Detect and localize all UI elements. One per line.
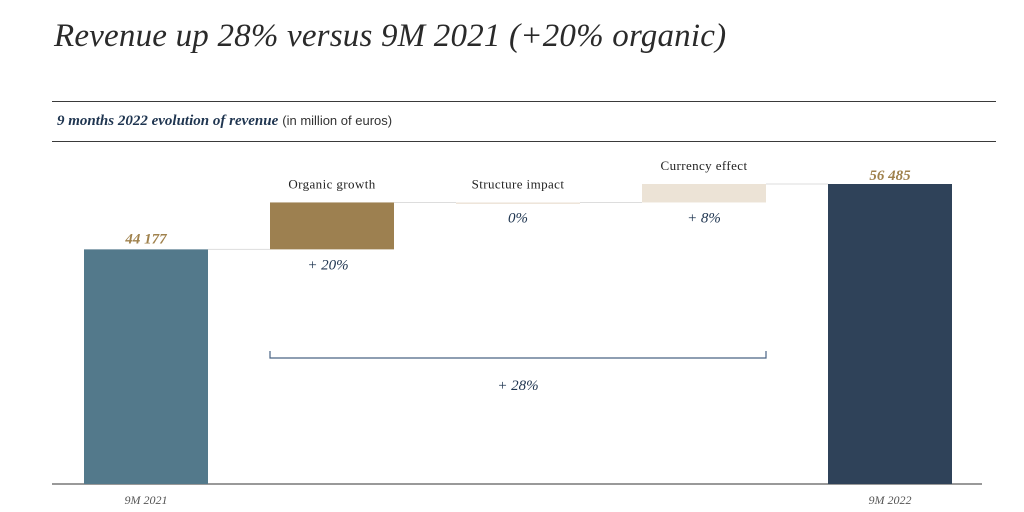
pct-label-2: 0% (508, 210, 528, 226)
bar-step-3 (642, 184, 766, 203)
bottom-rule (52, 141, 996, 142)
top-rule (52, 101, 996, 102)
bar-step-1 (270, 202, 394, 250)
total-change-label: + 28% (497, 378, 538, 394)
category-label-1: Organic growth (288, 176, 375, 191)
x-label-start: 9M 2021 (125, 493, 168, 507)
category-label-2: Structure impact (472, 176, 565, 191)
value-label-end: 56 485 (869, 168, 911, 184)
bar-start (84, 249, 208, 484)
chart-subtitle: 9 months 2022 evolution of revenue (in mi… (57, 113, 392, 130)
total-bracket (269, 351, 767, 359)
pct-label-1: + 20% (307, 257, 348, 273)
value-label-start: 44 177 (124, 231, 167, 247)
chart-title: 9 months 2022 evolution of revenue (57, 113, 279, 129)
x-label-end: 9M 2022 (869, 493, 912, 507)
page-headline: Revenue up 28% versus 9M 2021 (+20% orga… (54, 18, 727, 54)
chart-unit: (in million of euros) (282, 113, 393, 128)
bar-end (828, 184, 952, 484)
category-label-3: Currency effect (661, 158, 748, 173)
pct-label-3: + 8% (687, 210, 721, 226)
bar-step-2 (456, 202, 580, 204)
